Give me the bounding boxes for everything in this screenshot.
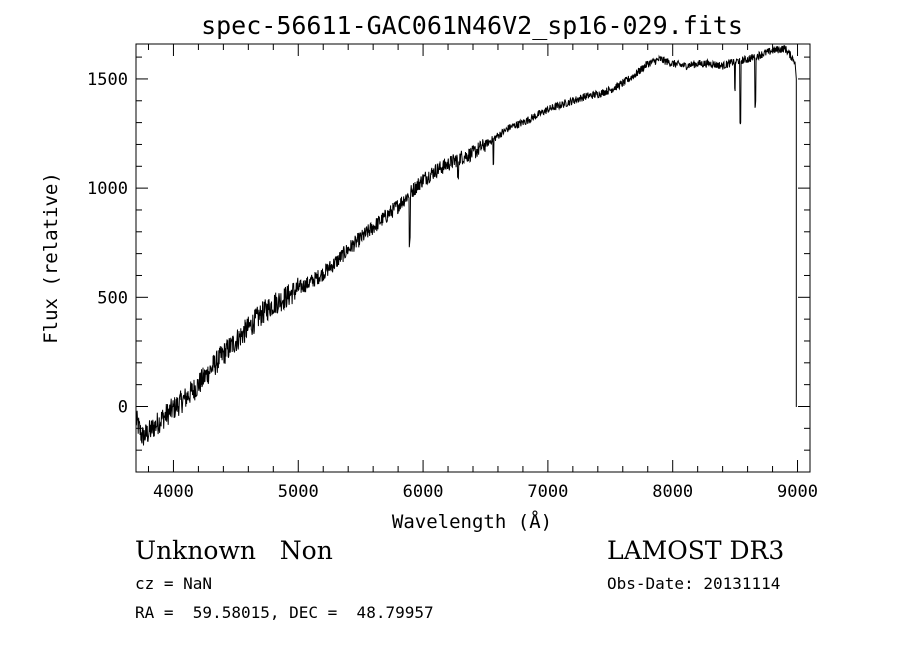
- x-tick-label: 8000: [652, 482, 693, 502]
- survey-label: LAMOST DR3: [607, 536, 785, 565]
- x-axis-label: Wavelength (Å): [392, 510, 552, 533]
- y-tick-label: 0: [118, 397, 128, 417]
- x-tick-label: 9000: [777, 482, 818, 502]
- x-tick-labels: 4000 5000 6000 7000 8000 9000: [153, 482, 818, 502]
- axis-ticks: [136, 44, 810, 472]
- y-tick-labels: 0 500 1000 1500: [87, 70, 128, 418]
- spectrum-line: [135, 44, 797, 446]
- x-tick-label: 7000: [527, 482, 568, 502]
- y-tick-label: 1000: [87, 179, 128, 199]
- x-tick-label: 5000: [278, 482, 319, 502]
- chart-title: spec-56611-GAC061N46V2_sp16-029.fits: [201, 11, 743, 40]
- x-tick-label: 6000: [403, 482, 444, 502]
- x-tick-label: 4000: [153, 482, 194, 502]
- y-tick-label: 1500: [87, 70, 128, 90]
- y-axis-label: Flux (relative): [40, 172, 62, 344]
- redshift-label: cz = NaN: [135, 574, 213, 593]
- y-tick-label: 500: [97, 288, 128, 308]
- coordinates-label: RA = 59.58015, DEC = 48.79957: [135, 603, 434, 622]
- object-class-label: Unknown Non: [135, 536, 333, 565]
- plot-frame: [135, 43, 811, 473]
- obs-date-label: Obs-Date: 20131114: [607, 574, 781, 593]
